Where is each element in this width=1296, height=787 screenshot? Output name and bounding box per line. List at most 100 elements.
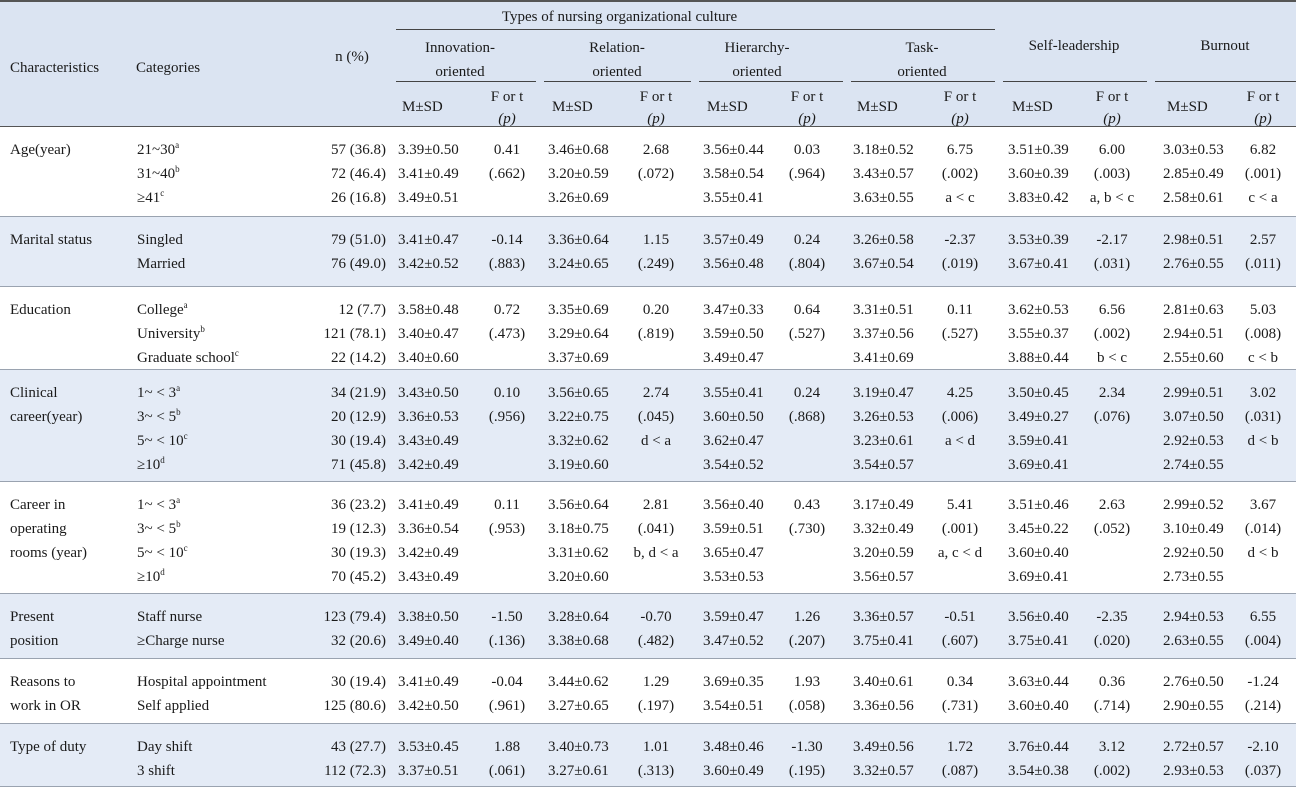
n-value: 57 (36.8) — [331, 142, 386, 158]
f-or-t-value: (.953) — [488, 521, 526, 537]
mean-sd-value: 3.36±0.57 — [853, 609, 914, 625]
f-or-t-value: 2.81 — [642, 497, 670, 513]
mean-sd-value: 3.19±0.60 — [548, 457, 609, 473]
mean-sd-value: 3.56±0.48 — [703, 256, 764, 272]
n-value: 79 (51.0) — [331, 232, 386, 248]
mean-sd-value: 3.55±0.41 — [703, 385, 764, 401]
n-value: 22 (14.2) — [331, 350, 386, 366]
f-or-t-value: 0.03 — [793, 142, 821, 158]
f-or-t-value: (.868) — [788, 409, 826, 425]
f-or-t-value: (.195) — [788, 763, 826, 779]
characteristic-label: Reasons to work in OR — [10, 674, 81, 714]
f-or-t-value: 6.82 — [1249, 142, 1277, 158]
f-or-t-value: (.819) — [637, 326, 675, 342]
mean-sd-value: 3.75±0.41 — [1008, 633, 1069, 649]
mean-sd-value: 3.37±0.51 — [398, 763, 459, 779]
f-or-t-value: 6.55 — [1249, 609, 1277, 625]
mean-sd-value: 3.49±0.51 — [398, 190, 459, 206]
p-header: (p) — [951, 111, 969, 127]
n-value: 32 (20.6) — [331, 633, 386, 649]
f-or-t-value: (.731) — [941, 698, 979, 714]
domain-rule — [851, 81, 995, 82]
n-value: 26 (16.8) — [331, 190, 386, 206]
domain-rule — [544, 81, 691, 82]
mean-sd-value: 3.76±0.44 — [1008, 739, 1069, 755]
characteristic-label: Marital status — [10, 232, 93, 248]
f-or-t-value: 0.20 — [642, 302, 670, 318]
mean-sd-value: 2.72±0.57 — [1163, 739, 1224, 755]
f-or-t-value: (.730) — [788, 521, 826, 537]
mean-sd-value: 3.56±0.65 — [548, 385, 609, 401]
n-value: 30 (19.4) — [331, 433, 386, 449]
mean-sd-value: 3.10±0.49 — [1163, 521, 1224, 537]
f-or-t-value: -0.04 — [491, 674, 523, 690]
category-label: Singled — [137, 232, 183, 248]
f-or-t-value: 3.67 — [1249, 497, 1277, 513]
mean-sd-value: 3.51±0.39 — [1008, 142, 1069, 158]
p-header: (p) — [498, 111, 516, 127]
f-or-t-value: (.072) — [637, 166, 675, 182]
mean-sd-value: 3.26±0.58 — [853, 232, 914, 248]
f-or-t-value: (.662) — [488, 166, 526, 182]
f-or-t-value: (.006) — [941, 409, 979, 425]
f-or-t-value: 1.93 — [793, 674, 821, 690]
domain-rule — [1003, 81, 1147, 82]
f-or-t-value: 0.36 — [1098, 674, 1126, 690]
f-or-t-value: (.087) — [941, 763, 979, 779]
f-or-t-value: (.058) — [788, 698, 826, 714]
mean-sd-value: 2.55±0.60 — [1163, 350, 1224, 366]
n-value: 34 (21.9) — [331, 385, 386, 401]
mean-sd-value: 3.63±0.55 — [853, 190, 914, 206]
mean-sd-value: 3.51±0.46 — [1008, 497, 1069, 513]
mean-sd-value: 2.58±0.61 — [1163, 190, 1224, 206]
f-or-t-value: (.001) — [941, 521, 979, 537]
mean-sd-value: 2.76±0.50 — [1163, 674, 1224, 690]
msd-header: M±SD — [707, 99, 748, 115]
mean-sd-value: 3.36±0.54 — [398, 521, 459, 537]
f-or-t-value: 4.25 — [946, 385, 974, 401]
f-or-t-value: a < c — [945, 190, 975, 206]
f-or-t-value: 2.68 — [642, 142, 670, 158]
f-or-t-value: -0.70 — [640, 609, 672, 625]
mean-sd-value: 3.42±0.50 — [398, 698, 459, 714]
characteristic-label: Clinical career(year) — [10, 385, 83, 425]
f-or-t-value: (.207) — [788, 633, 826, 649]
n-value: 112 (72.3) — [324, 763, 386, 779]
category-label: ≥41c — [137, 188, 165, 207]
f-or-t-value: (.045) — [637, 409, 675, 425]
mean-sd-value: 3.54±0.38 — [1008, 763, 1069, 779]
mean-sd-value: 3.83±0.42 — [1008, 190, 1069, 206]
mean-sd-value: 2.85±0.49 — [1163, 166, 1224, 182]
f-or-t-value: d < a — [640, 433, 672, 449]
domain-rule — [396, 81, 536, 82]
f-or-t-value: (.214) — [1244, 698, 1282, 714]
mean-sd-value: 3.32±0.49 — [853, 521, 914, 537]
mean-sd-value: 3.17±0.49 — [853, 497, 914, 513]
mean-sd-value: 3.43±0.57 — [853, 166, 914, 182]
f-or-t-header: F or t — [1246, 89, 1280, 105]
f-or-t-value: c < b — [1247, 350, 1279, 366]
f-or-t-value: 0.41 — [493, 142, 521, 158]
category-label: Graduate schoolc — [137, 348, 239, 367]
mean-sd-value: 2.63±0.55 — [1163, 633, 1224, 649]
characteristic-label: Type of duty — [10, 739, 87, 755]
mean-sd-value: 2.94±0.51 — [1163, 326, 1224, 342]
mean-sd-value: 3.65±0.47 — [703, 545, 764, 561]
mean-sd-value: 3.42±0.52 — [398, 256, 459, 272]
f-or-t-value: -2.10 — [1247, 739, 1279, 755]
mean-sd-value: 3.40±0.60 — [398, 350, 459, 366]
f-or-t-value: 0.34 — [946, 674, 974, 690]
row-group: Age(year) 21~30a 31~40b ≥41c 57 (36.8) 72 (46… — [0, 127, 1296, 217]
p-header: (p) — [647, 111, 665, 127]
mean-sd-value: 3.56±0.40 — [703, 497, 764, 513]
row-group: Type of duty Day shift 3 shift 43 (27.7) 112… — [0, 724, 1296, 787]
f-or-t-header: F or t — [1095, 89, 1129, 105]
f-or-t-value: (.076) — [1093, 409, 1131, 425]
mean-sd-value: 3.38±0.68 — [548, 633, 609, 649]
category-label: 3 shift — [137, 763, 175, 779]
f-or-t-value: (.014) — [1244, 521, 1282, 537]
domain-rule — [1155, 81, 1296, 82]
f-or-t-value: (.804) — [788, 256, 826, 272]
characteristic-label: Age(year) — [10, 142, 71, 158]
